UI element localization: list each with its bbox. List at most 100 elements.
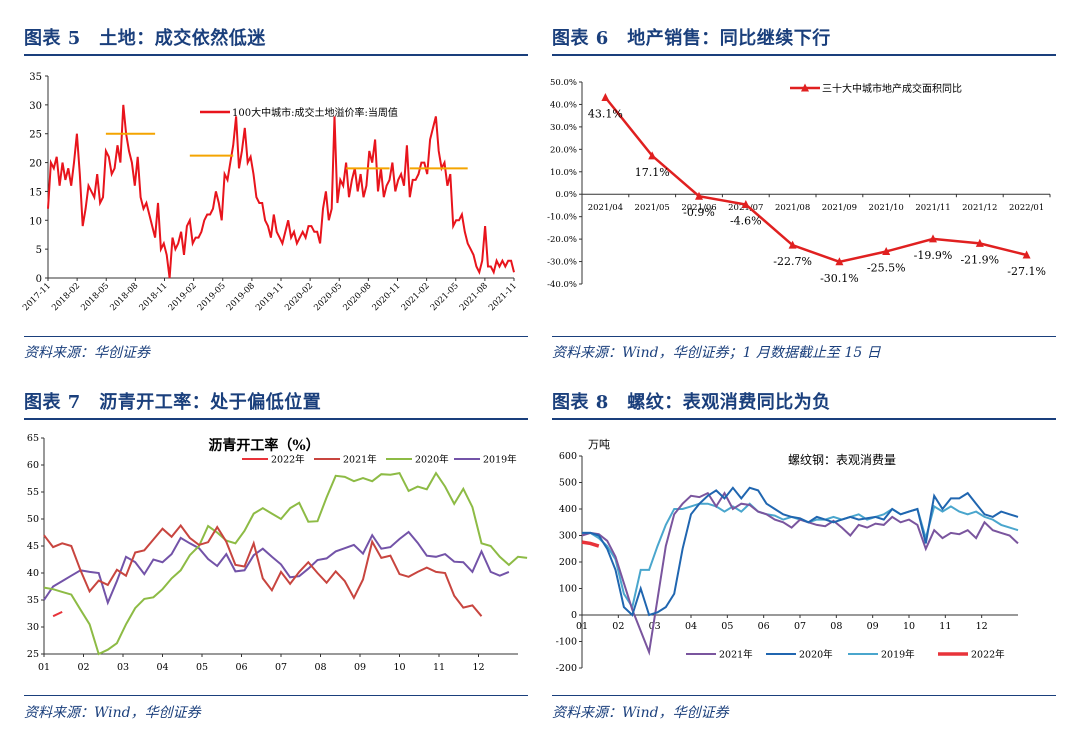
x-tick-label: 2021/08 [775,203,810,213]
premium-line [47,104,515,279]
x-tick-label: 2021-02 [400,281,432,313]
x-tick-label: 09 [867,621,879,632]
y-tick-label: 35 [29,72,42,83]
x-tick-label: 03 [117,662,129,673]
data-label: -22.7% [773,255,812,268]
y-tick-label: 30.0% [550,123,577,133]
x-tick-label: 2021/04 [588,203,623,213]
data-label: -19.9% [914,249,953,262]
source-note: 资料来源：华创证券 [24,345,150,361]
panel-asphalt: 图表 7 沥青开工率：处于偏低位置 25 30 35 40 45 50 55 60 65 01 02… [24,388,528,728]
data-point-marker [975,238,984,247]
y-tick-label: -200 [556,663,577,674]
x-tick-label: 2021/11 [915,203,950,213]
y-tick-label: -20.0% [547,235,577,245]
land-chart: 051015202530352017-112018-022018-052018-… [21,72,519,313]
x-tick-label: 01 [576,621,588,632]
x-tick-label: 09 [354,662,366,673]
x-tick-label: 08 [314,662,326,673]
panel-land: 图表 5 土地：成交依然低迷 0 5 10 15 20 25 30 35 2017-11 2018… [21,24,528,364]
y-tick-label: 30 [27,622,39,633]
y-tick-label: 0.0% [555,190,577,200]
x-tick-label: 2021/05 [635,203,670,213]
x-tick-label: 2021/10 [869,203,904,213]
data-point-marker [695,191,703,200]
source-note: 资料来源：Wind，华创证券 [552,705,729,721]
series-line-2019年 [43,530,510,606]
panel-sales: 图表 6 地产销售：同比继续下行 50.0% 40.0% 30.0% 20.0% 10.… [547,24,1056,364]
x-tick-label: 2018-08 [108,281,140,313]
data-label: -25.5% [867,261,906,274]
panel-title: 图表 6 地产销售：同比继续下行 [552,28,831,49]
x-tick-label: 2021/06 [681,203,716,213]
chart-title: 螺纹钢：表观消费量 [788,453,896,467]
sales-line [604,96,1027,264]
asphalt-chart: 25 30 35 40 45 50 55 60 65 01 02 03 04 05 06 07 08 09 10 11… [27,433,528,673]
x-tick-label: 05 [196,662,208,673]
legend-label: 100大中城市:成交土地溢价率:当周值 [232,106,398,119]
rebar-chart: 600 500 400 300 200 100 0 -100 -200 01 02 03 04 05 06 0… [556,438,1019,674]
x-tick-label: 10 [903,621,915,632]
y-tick-label: 55 [27,487,39,498]
y-tick-label: -30.0% [547,258,577,268]
x-tick-label: 02 [77,662,89,673]
title-rule [552,418,1056,420]
y-tick-label: 5 [36,245,42,256]
x-tick-label: 04 [685,621,697,632]
source-note: 资料来源：Wind，华创证券 [24,705,201,721]
source-rule [552,695,1056,696]
y-tick-label: 15 [29,187,42,198]
sales-chart: 50.0% 40.0% 30.0% 20.0% 10.0% 0.0% -10.0% -20.0… [547,78,1051,290]
y-tick-label: -100 [556,637,577,648]
title-rule [24,54,528,56]
x-tick-label: 03 [649,621,661,632]
y-tick-label: 25 [27,649,39,660]
x-tick-label: 2019-11 [254,281,286,313]
y-tick-label: 45 [27,541,39,552]
legend-label: 2019年 [483,454,517,466]
y-tick-label: 400 [559,504,577,515]
x-tick-label: 07 [794,621,806,632]
x-tick-label: 04 [156,662,168,673]
source-note: 资料来源：Wind，华创证券；1 月数据截止至 15 日 [552,345,881,361]
y-tick-label: 50 [27,514,39,525]
legend-label: 2020年 [799,649,833,661]
x-tick-label: 2018-11 [138,281,170,313]
x-tick-label: 2019-08 [225,281,257,313]
y-tick-label: 65 [27,433,39,444]
data-point-marker [741,200,750,209]
x-tick-label: 12 [472,662,484,673]
y-tick-label: 10 [29,216,42,227]
x-tick-label: 2021/12 [962,203,997,213]
x-tick-label: 05 [721,621,733,632]
data-point-marker [788,240,797,249]
series-line-2022年 [52,610,63,618]
data-point-marker [835,257,844,266]
x-tick-label: 2020-05 [312,281,344,313]
y-axis-unit: 万吨 [588,438,610,451]
data-label: 17.1% [635,166,670,179]
x-tick-label: 08 [830,621,842,632]
y-tick-label: 40 [27,568,39,579]
x-tick-label: 07 [275,662,287,673]
x-tick-label: 2021-05 [429,281,461,313]
y-tick-label: 300 [559,531,577,542]
panel-title: 图表 5 土地：成交依然低迷 [24,28,266,49]
x-tick-label: 2018-05 [79,281,111,313]
series-line-2021年 [581,491,1019,656]
data-point-marker [882,246,891,255]
title-rule [552,54,1056,56]
data-label: -30.1% [820,272,859,285]
x-tick-label: 2020-08 [341,281,373,313]
y-tick-label: 40.0% [550,100,577,110]
x-tick-label: 12 [976,621,988,632]
x-tick-label: 02 [612,621,624,632]
x-tick-label: 2017-11 [21,281,53,313]
source-rule [24,336,528,337]
y-tick-label: 35 [27,595,39,606]
y-tick-label: 50.0% [550,78,577,88]
source-rule [24,695,528,696]
chart-title: 沥青开工率（%） [208,437,319,454]
panel-title: 图表 7 沥青开工率：处于偏低位置 [24,392,322,413]
x-tick-label: 2018-02 [50,281,82,313]
